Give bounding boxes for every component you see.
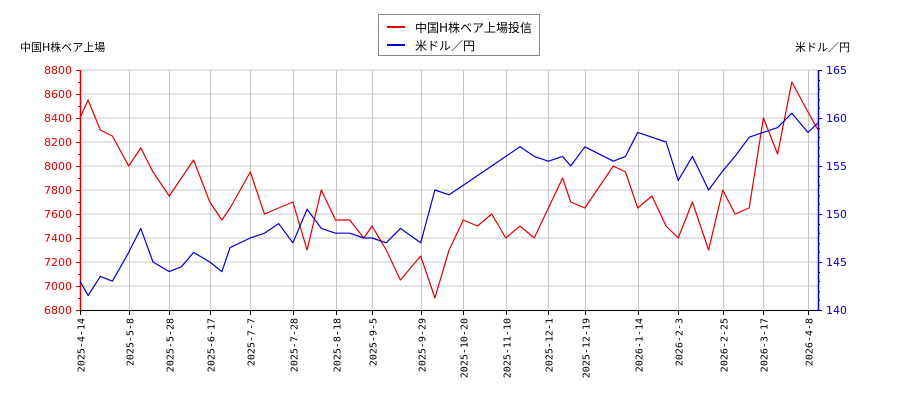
svg-text:2026-2-3: 2026-2-3 <box>675 318 686 366</box>
svg-text:2025-5-8: 2025-5-8 <box>126 318 137 366</box>
svg-text:8600: 8600 <box>44 88 72 101</box>
svg-text:2025-5-28: 2025-5-28 <box>166 318 177 372</box>
legend-label: 中国H株ベア上場投信 <box>415 20 533 35</box>
grid-lines <box>80 69 818 310</box>
svg-text:2025-9-29: 2025-9-29 <box>418 318 429 372</box>
legend-label: 米ドル／円 <box>415 38 476 53</box>
svg-text:160: 160 <box>826 112 847 125</box>
legend: 中国H株ベア上場投信 米ドル／円 <box>378 14 540 56</box>
svg-text:2025-8-18: 2025-8-18 <box>333 318 344 372</box>
legend-swatch-blue <box>387 44 405 46</box>
svg-text:2026-2-25: 2026-2-25 <box>720 318 731 372</box>
svg-text:2025-7-7: 2025-7-7 <box>247 318 258 366</box>
svg-text:2025-12-1: 2025-12-1 <box>545 318 556 372</box>
svg-text:7000: 7000 <box>44 280 72 293</box>
svg-text:140: 140 <box>826 304 847 317</box>
svg-text:8800: 8800 <box>44 64 72 77</box>
svg-text:2025-7-28: 2025-7-28 <box>290 318 301 372</box>
svg-text:6800: 6800 <box>44 304 72 317</box>
svg-text:2025-11-10: 2025-11-10 <box>503 318 514 378</box>
series-h-share-bear-line <box>79 81 819 299</box>
legend-item-usdjpy: 米ドル／円 <box>387 37 475 53</box>
left-axis-title: 中国H株ベア上場 <box>20 41 106 54</box>
svg-text:8200: 8200 <box>44 136 72 149</box>
svg-text:7200: 7200 <box>44 256 72 269</box>
svg-text:2025-4-14: 2025-4-14 <box>77 318 88 372</box>
svg-text:2025-12-19: 2025-12-19 <box>582 318 593 378</box>
svg-text:2025-9-5: 2025-9-5 <box>369 318 380 366</box>
legend-item-h-share-bear: 中国H株ベア上場投信 <box>387 19 532 35</box>
svg-text:145: 145 <box>826 256 847 269</box>
svg-text:7400: 7400 <box>44 232 72 245</box>
right-y-axis: 140 145 150 155 160 165 <box>817 64 847 317</box>
svg-text:8000: 8000 <box>44 160 72 173</box>
right-axis-title: 米ドル／円 <box>795 41 850 54</box>
svg-text:7800: 7800 <box>44 184 72 197</box>
svg-text:8400: 8400 <box>44 112 72 125</box>
svg-text:155: 155 <box>826 160 847 173</box>
series-usdjpy-line <box>79 112 819 297</box>
svg-text:2025-6-17: 2025-6-17 <box>207 318 218 372</box>
x-axis: 2025-4-14 2025-5-8 2025-5-28 2025-6-17 2025-… <box>77 310 818 378</box>
legend-swatch-red <box>387 26 405 28</box>
svg-text:150: 150 <box>826 208 847 221</box>
svg-text:2026-3-17: 2026-3-17 <box>760 318 771 372</box>
svg-text:2026-1-14: 2026-1-14 <box>635 318 646 372</box>
svg-text:165: 165 <box>826 64 847 77</box>
svg-text:7600: 7600 <box>44 208 72 221</box>
svg-text:2026-4-8: 2026-4-8 <box>805 318 816 366</box>
series-lines <box>79 81 819 299</box>
left-y-axis: 6800 7000 7200 7400 7600 7800 8000 8200 8400 8600… <box>44 64 82 317</box>
svg-text:2025-10-20: 2025-10-20 <box>460 318 471 378</box>
